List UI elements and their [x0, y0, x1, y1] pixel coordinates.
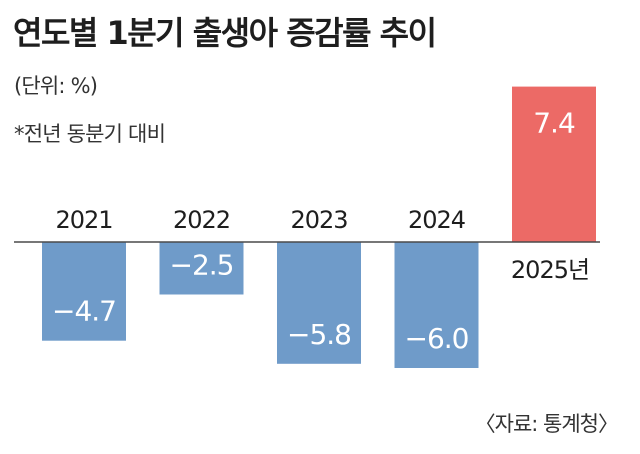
- bar-3: [394, 242, 479, 368]
- value-label-1: −2.5: [170, 249, 234, 282]
- bar-2: [277, 242, 361, 364]
- bar-0: [42, 242, 126, 341]
- bar-1: [159, 242, 244, 295]
- category-label-2: 2023: [290, 206, 347, 234]
- footnote: *전년 동분기 대비: [14, 122, 166, 146]
- bar-4: [512, 86, 596, 242]
- category-label-4: 2025년: [511, 256, 589, 284]
- value-label-3: −6.0: [405, 322, 469, 355]
- value-label-4: 7.4: [533, 107, 575, 140]
- source-label: 〈자료: 통계청〉: [474, 412, 619, 436]
- value-label-2: −5.8: [287, 318, 351, 351]
- value-label-0: −4.7: [52, 295, 116, 328]
- category-label-1: 2022: [173, 206, 230, 234]
- chart-title: 연도별 1분기 출생아 증감률 추이: [13, 14, 437, 52]
- category-label-0: 2021: [55, 206, 112, 234]
- category-label-3: 2024: [408, 206, 465, 234]
- unit-label: (단위: %): [14, 74, 98, 98]
